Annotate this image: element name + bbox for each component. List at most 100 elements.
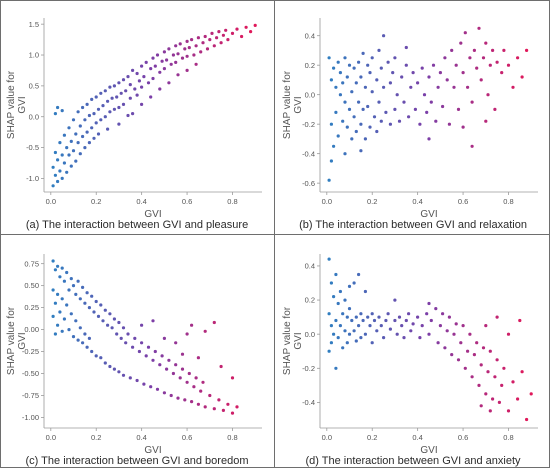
scatter-point — [51, 288, 55, 292]
scatter-point — [341, 119, 345, 123]
scatter-point — [459, 41, 463, 45]
scatter-point — [506, 63, 511, 67]
scatter-point — [112, 84, 116, 88]
scatter-point — [429, 100, 433, 104]
scatter-point — [81, 285, 85, 289]
x-tick-label: 0.0 — [322, 433, 332, 442]
scatter-point — [226, 38, 230, 42]
scatter-point — [327, 257, 331, 261]
scatter-point — [416, 315, 420, 319]
x-tick-label: 0.6 — [182, 197, 192, 206]
scatter-point — [101, 104, 105, 108]
scatter-point — [366, 63, 370, 67]
scatter-point — [117, 81, 121, 85]
x-tick-label: 0.0 — [322, 197, 332, 206]
scatter-point — [520, 370, 524, 374]
scatter-point — [329, 159, 333, 163]
scatter-point — [119, 336, 123, 340]
scatter-point — [418, 336, 422, 340]
scatter-point — [190, 38, 194, 42]
scatter-point — [329, 122, 333, 126]
scatter-point — [230, 411, 235, 415]
scatter-point — [121, 373, 126, 377]
panel-caption: (a) The interaction between GVI and plea… — [26, 219, 248, 231]
scatter-point — [357, 100, 361, 104]
scatter-point — [58, 310, 62, 314]
scatter-point — [56, 105, 60, 110]
scatter-point — [144, 60, 148, 64]
scatter-point — [454, 322, 458, 326]
scatter-point — [119, 91, 123, 95]
scatter-point — [53, 112, 58, 116]
scatter-point — [67, 288, 71, 292]
scatter-point — [343, 56, 347, 60]
scatter-point — [201, 380, 205, 384]
scatter-point — [407, 115, 411, 119]
scatter-point — [153, 349, 157, 354]
scatter-point — [217, 30, 221, 34]
scatter-point — [103, 361, 107, 365]
scatter-point — [183, 47, 187, 51]
scatter-point — [142, 382, 146, 386]
scatter-point — [475, 66, 479, 70]
scatter-point — [165, 58, 169, 62]
x-tick-label: 0.8 — [227, 433, 237, 442]
scatter-point — [203, 34, 207, 39]
scatter-point — [131, 112, 135, 116]
scatter-point — [135, 378, 139, 383]
y-tick-label: 0.00 — [24, 325, 39, 334]
y-tick-label: 0.50 — [24, 281, 39, 290]
scatter-point — [329, 281, 333, 285]
scatter-point — [56, 158, 60, 162]
scatter-point — [94, 299, 98, 304]
scatter-point — [176, 73, 180, 77]
scatter-point — [65, 303, 69, 307]
scatter-point — [456, 107, 461, 111]
scatter-point — [470, 375, 474, 379]
scatter-point — [350, 90, 354, 94]
scatter-point — [110, 326, 114, 330]
scatter-point — [146, 345, 151, 349]
scatter-point — [475, 341, 479, 345]
scatter-point — [131, 345, 135, 349]
scatter-point — [363, 85, 367, 89]
scatter-point — [486, 93, 490, 97]
scatter-point — [402, 100, 406, 104]
scatter-point — [338, 289, 342, 294]
panel-caption: (d) The interaction between GVI and anxi… — [305, 455, 521, 467]
scatter-point — [370, 56, 374, 60]
scatter-point — [525, 48, 529, 53]
scatter-point — [78, 297, 82, 301]
scatter-point — [90, 349, 94, 354]
scatter-point — [370, 341, 374, 345]
scatter-point — [126, 113, 130, 118]
scatter-point — [377, 315, 381, 319]
scatter-point — [51, 259, 55, 263]
scatter-point — [162, 336, 166, 340]
scatter-point — [190, 400, 194, 404]
scatter-point — [83, 301, 87, 305]
scatter-point — [112, 317, 116, 321]
scatter-point — [81, 105, 85, 110]
scatter-point — [117, 105, 121, 110]
y-tick-label: -0.50 — [22, 369, 39, 378]
scatter-point — [180, 56, 185, 60]
scatter-point — [140, 64, 144, 68]
scatter-point — [488, 409, 492, 413]
scatter-point — [140, 85, 144, 89]
scatter-point — [87, 336, 91, 340]
scatter-point — [427, 75, 431, 79]
scatter-point — [230, 376, 235, 380]
scatter-point — [176, 396, 180, 400]
scatter-point — [334, 366, 338, 370]
scatter-point — [429, 318, 433, 323]
y-axis-title: SHAP value forGVI — [282, 70, 304, 139]
scatter-point — [447, 315, 451, 319]
scatter-point — [121, 78, 126, 82]
scatter-point — [436, 341, 440, 345]
y-tick-label: 1.0 — [29, 51, 39, 60]
scatter-point — [472, 353, 476, 357]
scatter-point — [352, 115, 356, 119]
scatter-point — [366, 315, 370, 319]
scatter-point — [126, 332, 130, 336]
